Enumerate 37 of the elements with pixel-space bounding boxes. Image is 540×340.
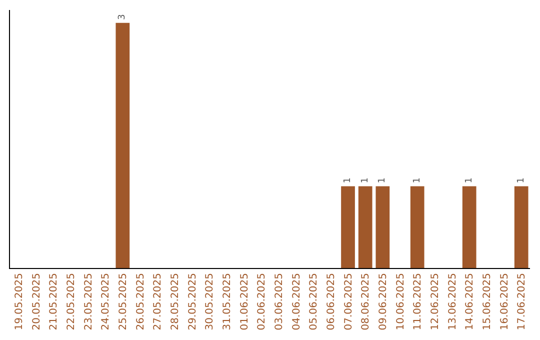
x-tick-label: 11.06.2025: [412, 273, 424, 330]
data-label: 1: [412, 178, 422, 184]
x-tick-label: 21.05.2025: [48, 273, 60, 330]
x-tick-label: 15.06.2025: [482, 273, 493, 330]
data-label: 1: [343, 178, 353, 184]
x-tick-label: 06.06.2025: [326, 273, 337, 330]
x-tick-label: 12.06.2025: [430, 273, 441, 330]
x-tick-label: 23.05.2025: [83, 273, 94, 330]
x-tick-label: 24.05.2025: [100, 273, 112, 330]
x-tick-label: 28.05.2025: [170, 273, 181, 330]
data-label: 1: [360, 178, 370, 184]
x-tick-label: 08.06.2025: [360, 273, 372, 330]
x-tick-label: 27.05.2025: [152, 273, 164, 330]
x-tick-label: 07.06.2025: [343, 273, 354, 330]
x-tick-label: 19.05.2025: [14, 273, 25, 330]
x-tick-label: 04.06.2025: [291, 273, 302, 330]
x-tick-label: 10.06.2025: [395, 273, 406, 330]
data-label: 3: [118, 14, 128, 20]
x-tick-label: 22.05.2025: [66, 273, 77, 330]
x-tick-label: 30.05.2025: [204, 273, 216, 330]
data-label: 1: [378, 178, 388, 184]
x-tick-label: 16.06.2025: [499, 273, 510, 330]
x-tick-label: 09.06.2025: [378, 273, 389, 330]
x-tick-label: 01.06.2025: [239, 273, 250, 330]
x-tick-label: 20.05.2025: [31, 273, 42, 330]
x-tick-label: 13.06.2025: [447, 273, 458, 330]
x-tick-label: 31.05.2025: [222, 273, 233, 330]
data-label: 1: [516, 178, 526, 184]
x-tick-label: 14.06.2025: [464, 273, 476, 330]
x-tick-label: 29.05.2025: [187, 273, 198, 330]
x-tick-label: 26.05.2025: [135, 273, 146, 330]
x-tick-label: 17.06.2025: [516, 273, 528, 330]
x-tick-label: 02.06.2025: [256, 273, 268, 330]
x-tick-label: 25.05.2025: [118, 273, 129, 330]
x-tick-label: 05.06.2025: [308, 273, 320, 330]
data-label: 1: [464, 178, 474, 184]
x-tick-label: 03.06.2025: [274, 273, 285, 330]
